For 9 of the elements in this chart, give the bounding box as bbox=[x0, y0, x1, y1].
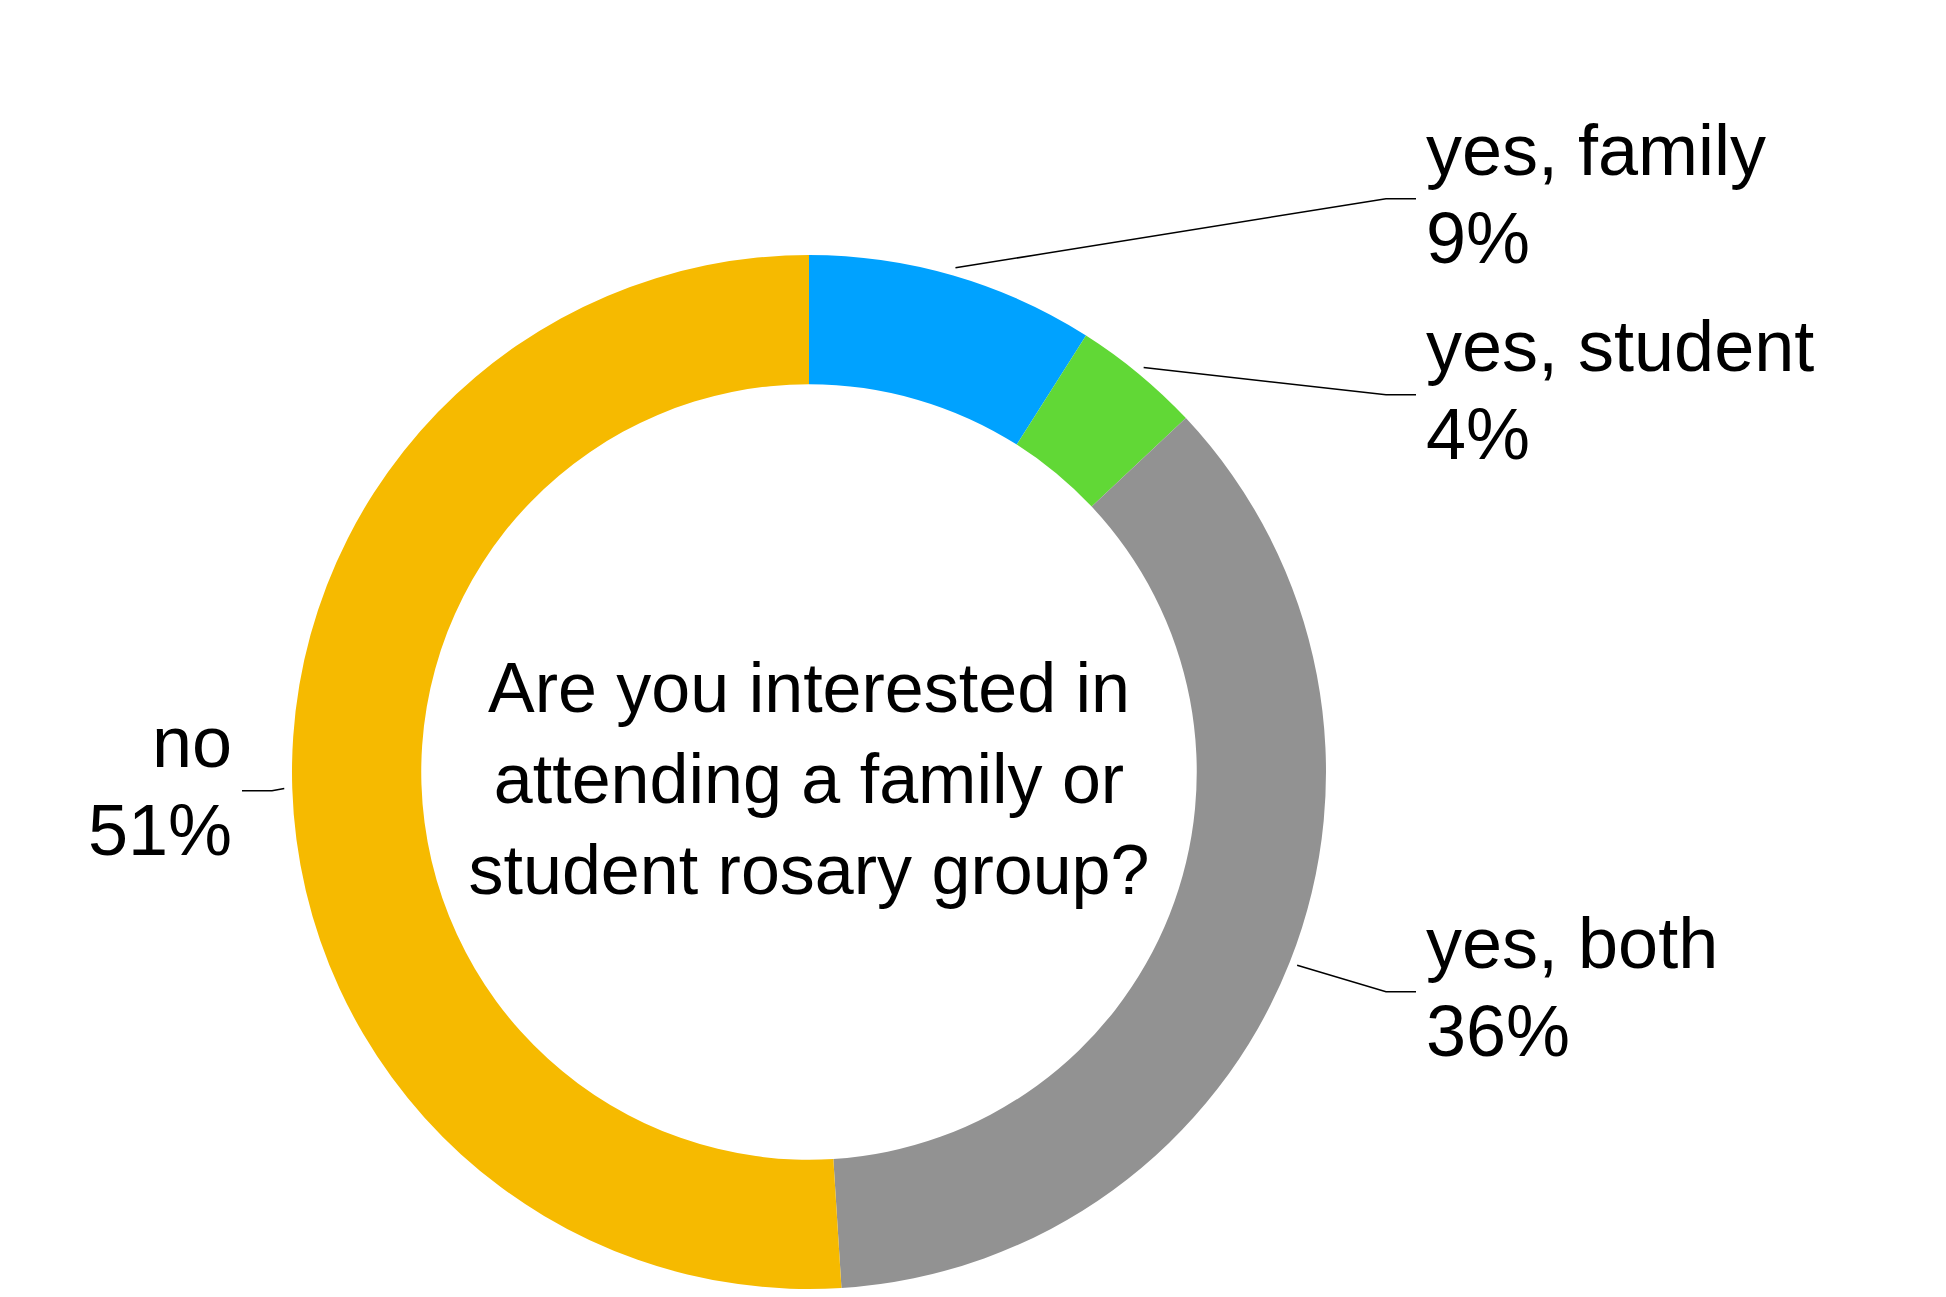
slice-label: yes, student bbox=[1426, 305, 1815, 386]
slice-label: yes, family bbox=[1426, 109, 1767, 190]
data-label: 9% bbox=[1426, 197, 1531, 278]
text: Are you interested in attending a family or student rosary group? bbox=[467, 647, 1151, 911]
data-label: 36% bbox=[1426, 990, 1571, 1071]
slice-label: no bbox=[151, 701, 232, 782]
slice-label: yes, both bbox=[1426, 902, 1719, 983]
data-label: 51% bbox=[87, 789, 232, 870]
data-label: 4% bbox=[1426, 393, 1531, 474]
